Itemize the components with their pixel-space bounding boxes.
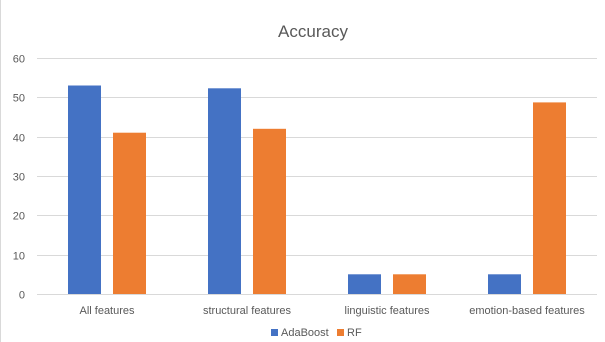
bar-adaboost-3 [348,274,381,294]
y-tick-label: 10 [13,251,25,263]
y-tick-label: 60 [13,54,25,66]
x-category-label: emotion-based features [469,305,585,317]
y-tick-label: 40 [13,133,25,145]
y-tick-label: 50 [13,93,25,105]
legend-swatch-adaboost [271,329,278,336]
chart-title: Accuracy [278,22,348,41]
legend-swatch-rf [337,329,344,336]
legend-label-rf: RF [347,327,362,339]
y-tick-label: 0 [19,290,25,302]
bar-adaboost-1 [68,85,101,294]
x-axis-categories: All features structural features linguisti… [79,305,585,317]
y-tick-label: 30 [13,172,25,184]
y-axis-ticks: 0 10 20 30 40 50 60 [13,54,25,302]
bar-adaboost-2 [208,88,241,294]
bar-rf-2 [253,128,286,294]
legend: AdaBoost RF [271,327,362,339]
bars [68,85,566,295]
bar-rf-1 [113,132,146,294]
x-category-label: linguistic features [345,305,430,317]
x-category-label: All features [79,305,135,317]
bar-adaboost-4 [488,274,521,294]
bar-rf-3 [393,274,426,294]
bar-rf-4 [533,102,566,295]
y-tick-label: 20 [13,211,25,223]
x-category-label: structural features [203,305,292,317]
legend-label-adaboost: AdaBoost [281,327,329,339]
